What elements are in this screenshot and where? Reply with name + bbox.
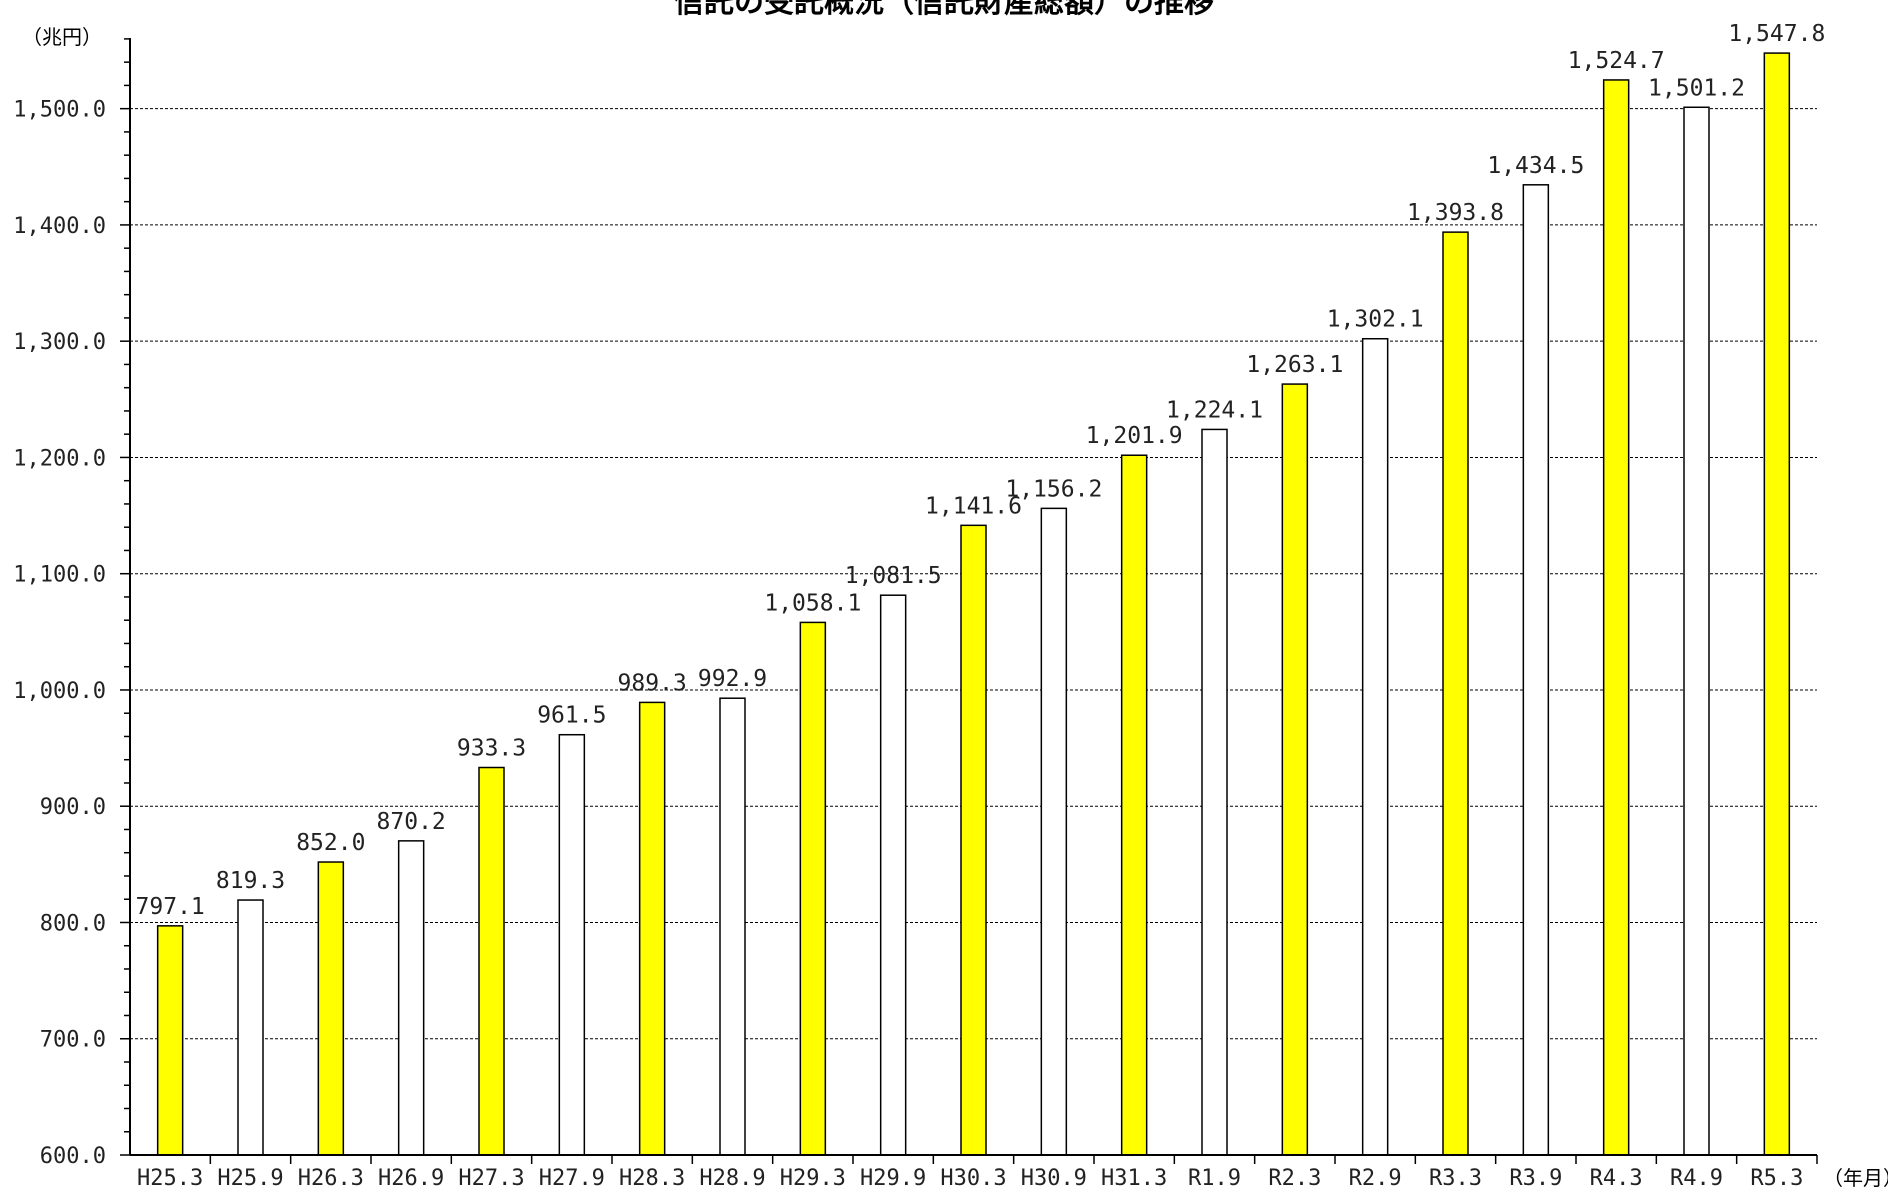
bar xyxy=(397,840,425,1156)
y-axis-unit-label: （兆円） xyxy=(22,25,102,49)
value-label: 852.0 xyxy=(296,830,365,856)
x-tick-label: H28.9 xyxy=(699,1166,765,1191)
value-label: 1,081.5 xyxy=(845,563,942,589)
x-tick-label: R3.3 xyxy=(1429,1166,1482,1191)
y-tick-label: 1,000.0 xyxy=(13,679,106,704)
value-label: 1,302.1 xyxy=(1327,307,1424,333)
bar xyxy=(960,524,987,1156)
value-label: 819.3 xyxy=(216,868,285,894)
value-label: 1,547.8 xyxy=(1728,21,1825,47)
bar xyxy=(1522,184,1550,1156)
y-tick-label: 700.0 xyxy=(40,1028,106,1053)
chart-title: 信託の受託概況（信託財産総額）の推移 xyxy=(674,0,1214,20)
bar xyxy=(478,766,505,1156)
bar xyxy=(799,621,827,1156)
bars xyxy=(156,52,1791,1156)
y-tick-label: 600.0 xyxy=(40,1144,106,1169)
x-tick-label: H29.9 xyxy=(860,1166,926,1191)
y-tick-label: 1,100.0 xyxy=(13,563,106,588)
bar xyxy=(1602,79,1630,1156)
value-label: 1,224.1 xyxy=(1166,397,1263,423)
x-axis-unit-label: （年月） xyxy=(1823,1166,1888,1190)
bar xyxy=(1442,231,1469,1156)
x-tick-label: H30.9 xyxy=(1021,1166,1087,1191)
y-tick-label: 1,400.0 xyxy=(13,214,106,239)
value-label: 992.9 xyxy=(698,666,767,692)
x-tick-label: H25.9 xyxy=(217,1166,283,1191)
y-tick-label: 1,300.0 xyxy=(13,330,106,355)
bar xyxy=(317,861,345,1156)
bar xyxy=(1120,454,1148,1156)
value-label: 870.2 xyxy=(377,809,446,835)
bar xyxy=(237,899,264,1156)
value-label: 1,263.1 xyxy=(1246,352,1343,378)
x-tick-label: H29.3 xyxy=(780,1166,846,1191)
x-tick-label: H26.9 xyxy=(378,1166,444,1191)
x-tick-label: R4.9 xyxy=(1670,1166,1723,1191)
value-label: 1,156.2 xyxy=(1005,476,1102,502)
x-tick-label: R2.3 xyxy=(1268,1166,1321,1191)
value-label: 961.5 xyxy=(537,703,606,729)
value-label: 1,524.7 xyxy=(1568,48,1665,74)
value-label: 933.3 xyxy=(457,736,526,762)
x-tick-label: R3.9 xyxy=(1509,1166,1562,1191)
bar xyxy=(1763,52,1791,1156)
bar xyxy=(1040,507,1068,1156)
x-tick-label: H26.3 xyxy=(298,1166,364,1191)
bar xyxy=(879,594,907,1156)
y-tick-label: 900.0 xyxy=(40,795,106,820)
x-tick-label: R4.3 xyxy=(1590,1166,1643,1191)
bar xyxy=(156,925,184,1156)
x-tick-label: R1.9 xyxy=(1188,1166,1241,1191)
x-tick-label: H27.3 xyxy=(458,1166,524,1191)
y-tick-label: 1,500.0 xyxy=(13,98,106,123)
x-tick-label: H28.3 xyxy=(619,1166,685,1191)
x-tick-label: H31.3 xyxy=(1101,1166,1167,1191)
value-label: 1,141.6 xyxy=(925,493,1022,519)
bar xyxy=(1201,428,1228,1156)
value-label: 1,393.8 xyxy=(1407,200,1504,226)
y-tick-label: 800.0 xyxy=(40,911,106,936)
bar xyxy=(1683,106,1710,1156)
axes xyxy=(120,38,1818,1164)
bar xyxy=(638,701,666,1156)
bar xyxy=(1281,383,1309,1156)
x-tick-label: H25.3 xyxy=(137,1166,203,1191)
value-label: 1,201.9 xyxy=(1086,423,1183,449)
value-label: 797.1 xyxy=(136,894,205,920)
value-label: 1,501.2 xyxy=(1648,75,1745,101)
bar xyxy=(558,733,586,1156)
x-tick-label: H30.3 xyxy=(940,1166,1006,1191)
value-label: 1,058.1 xyxy=(764,590,861,616)
y-tick-label: 1,200.0 xyxy=(13,446,106,471)
x-tick-label: H27.9 xyxy=(539,1166,605,1191)
bar xyxy=(719,697,746,1156)
labels: 600.0 700.0 800.0 900.0 1,000.0 1,100.0 1,200.… xyxy=(13,21,1825,1191)
value-label: 1,434.5 xyxy=(1487,153,1584,179)
value-label: 989.3 xyxy=(618,670,687,696)
x-tick-label: R2.9 xyxy=(1349,1166,1402,1191)
bar xyxy=(1361,337,1389,1156)
x-tick-label: R5.3 xyxy=(1750,1166,1803,1191)
